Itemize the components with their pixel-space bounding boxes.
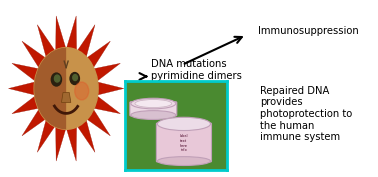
FancyBboxPatch shape <box>156 123 212 162</box>
Ellipse shape <box>157 117 211 131</box>
Polygon shape <box>94 63 120 81</box>
Text: Immunosuppression: Immunosuppression <box>258 26 359 36</box>
Circle shape <box>51 73 62 86</box>
Text: Repaired DNA
provides
photoprotection to
the human
immune system: Repaired DNA provides photoprotection to… <box>260 86 352 142</box>
Circle shape <box>34 48 98 129</box>
Polygon shape <box>77 120 95 152</box>
Text: label
text
here
info: label text here info <box>180 135 188 152</box>
Polygon shape <box>12 96 38 114</box>
Wedge shape <box>66 68 98 109</box>
Polygon shape <box>67 127 77 161</box>
Polygon shape <box>56 16 66 50</box>
Circle shape <box>73 75 77 81</box>
Polygon shape <box>37 120 55 152</box>
Ellipse shape <box>157 157 211 165</box>
Text: DNA mutations
pyrimidine dimers
(CPD): DNA mutations pyrimidine dimers (CPD) <box>151 59 242 92</box>
FancyBboxPatch shape <box>130 102 177 116</box>
Ellipse shape <box>131 98 176 109</box>
Circle shape <box>54 75 60 82</box>
Polygon shape <box>56 127 66 161</box>
Polygon shape <box>77 25 95 57</box>
Ellipse shape <box>131 111 176 119</box>
Polygon shape <box>94 96 120 114</box>
Polygon shape <box>12 63 38 81</box>
Polygon shape <box>87 41 110 68</box>
Polygon shape <box>67 16 77 50</box>
Polygon shape <box>87 109 110 136</box>
Polygon shape <box>22 41 45 68</box>
Polygon shape <box>8 82 34 95</box>
Polygon shape <box>22 109 45 136</box>
Wedge shape <box>34 48 66 129</box>
Circle shape <box>70 73 79 85</box>
Polygon shape <box>98 82 124 95</box>
Circle shape <box>75 82 89 100</box>
Ellipse shape <box>135 99 172 107</box>
Polygon shape <box>62 92 71 102</box>
Polygon shape <box>37 25 55 57</box>
